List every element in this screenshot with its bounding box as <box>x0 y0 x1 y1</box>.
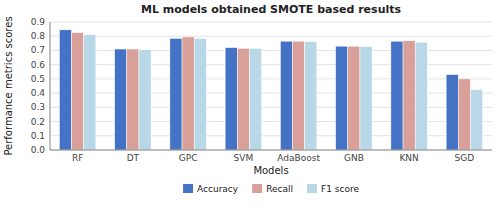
y-tick-label: 0.0 <box>31 145 46 155</box>
bar <box>170 38 182 150</box>
bar <box>225 48 237 150</box>
y-tick-label: 0.5 <box>31 74 45 84</box>
bar <box>72 33 84 150</box>
bars <box>59 30 482 150</box>
y-tick-label: 0.8 <box>31 31 46 41</box>
y-tick-label: 0.7 <box>31 45 45 55</box>
bar <box>280 41 292 150</box>
bar <box>237 48 249 150</box>
y-axis <box>50 22 51 150</box>
y-tick-label: 0.2 <box>31 117 45 127</box>
y-tick-label: 0.3 <box>31 102 45 112</box>
legend-label: Recall <box>266 184 293 194</box>
legend-label: F1 score <box>321 184 359 194</box>
bar <box>115 49 127 150</box>
bar <box>403 41 415 150</box>
grid-line <box>50 150 492 151</box>
bar <box>194 38 206 150</box>
bar <box>446 75 458 150</box>
y-tick-label: 0.4 <box>31 88 46 98</box>
x-axis <box>50 150 492 151</box>
x-tick-label: RF <box>72 153 83 163</box>
y-axis-label: Performance metrics scores <box>3 16 14 155</box>
bar <box>59 30 71 150</box>
y-tick-label: 0.9 <box>31 17 46 27</box>
bar <box>305 42 317 150</box>
bar <box>470 90 482 150</box>
grid-line <box>50 36 492 37</box>
bar <box>182 37 194 150</box>
bar <box>127 49 139 150</box>
bar <box>139 50 151 150</box>
x-tick-label: DT <box>127 153 140 163</box>
legend: Accuracy Recall F1 score <box>183 184 359 194</box>
x-tick-label: GPC <box>179 153 198 163</box>
legend-swatch <box>307 184 317 193</box>
bar <box>293 41 305 150</box>
title: ML models obtained SMOTE based results <box>141 3 402 16</box>
bar <box>84 35 96 150</box>
y-tick-label: 0.6 <box>31 60 46 70</box>
x-tick-label: KNN <box>399 153 418 163</box>
x-axis-label: Models <box>253 165 288 176</box>
grid-line <box>50 22 492 23</box>
x-tick-label: SVM <box>234 153 254 163</box>
x-tick-label: SGD <box>455 153 475 163</box>
legend-swatch <box>252 184 262 193</box>
bar <box>348 46 360 150</box>
y-tick-label: 0.1 <box>31 131 45 141</box>
bar <box>458 79 470 150</box>
legend-label: Accuracy <box>197 184 239 194</box>
bar <box>336 46 348 150</box>
bar <box>360 46 372 150</box>
bar <box>415 42 427 150</box>
x-tick-label: AdaBoost <box>277 153 320 163</box>
bar <box>249 48 261 150</box>
legend-swatch <box>183 184 193 193</box>
bar <box>391 41 403 150</box>
x-tick-label: GNB <box>344 153 364 163</box>
